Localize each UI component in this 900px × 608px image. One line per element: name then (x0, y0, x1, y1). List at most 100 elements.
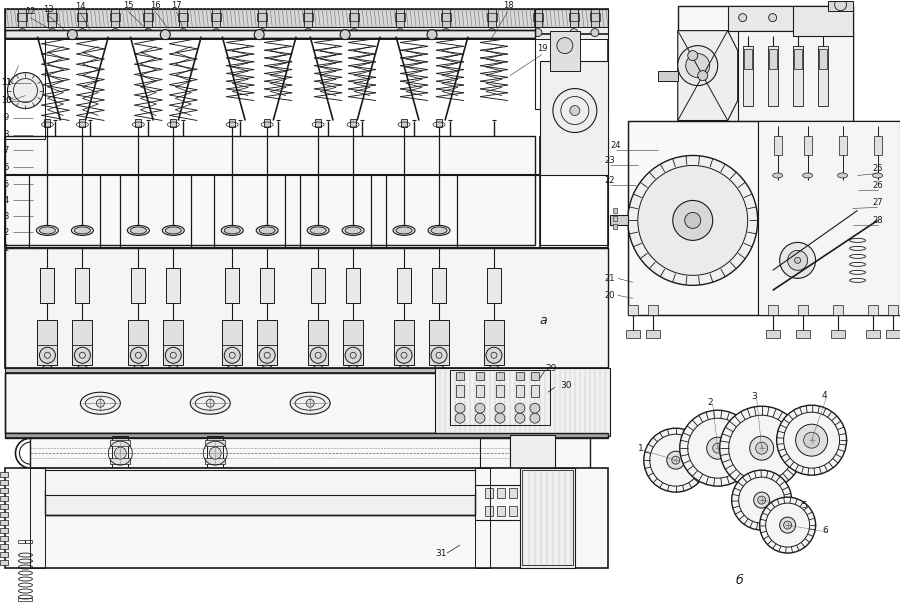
Ellipse shape (42, 365, 52, 371)
Bar (496, 372, 504, 380)
Bar (346, 268, 360, 303)
Circle shape (798, 13, 806, 22)
Bar (794, 49, 802, 69)
Circle shape (455, 413, 465, 423)
Circle shape (678, 46, 717, 86)
Bar (179, 9, 187, 27)
Ellipse shape (396, 227, 412, 234)
Ellipse shape (256, 226, 278, 235)
Bar (648, 305, 658, 316)
Bar (516, 372, 524, 380)
Circle shape (130, 347, 147, 363)
Bar (535, 9, 608, 109)
Bar (111, 440, 130, 446)
Text: 4: 4 (822, 391, 827, 399)
Bar (78, 9, 86, 27)
Circle shape (396, 29, 404, 36)
Bar (5, 136, 535, 246)
Bar (5, 39, 45, 139)
Circle shape (515, 403, 525, 413)
Bar (225, 268, 239, 303)
Circle shape (206, 399, 214, 407)
Circle shape (804, 432, 820, 448)
Circle shape (259, 347, 275, 363)
Bar (5, 27, 608, 39)
Ellipse shape (133, 365, 143, 371)
Bar (797, 305, 807, 316)
Bar (486, 370, 494, 382)
Bar (804, 136, 812, 156)
Bar (520, 468, 575, 568)
Bar (678, 30, 852, 120)
Bar (222, 320, 242, 365)
Bar (738, 30, 852, 120)
Circle shape (680, 410, 756, 486)
Bar (45, 470, 475, 495)
Bar (485, 368, 495, 373)
Bar (135, 119, 141, 126)
Bar (77, 13, 87, 21)
Circle shape (570, 29, 578, 36)
Bar (488, 9, 496, 27)
Text: 6: 6 (4, 163, 9, 172)
Text: 2: 2 (4, 228, 9, 237)
Bar (205, 368, 215, 373)
Bar (5, 468, 608, 568)
Bar (533, 13, 543, 21)
Ellipse shape (428, 226, 450, 235)
Circle shape (254, 30, 265, 40)
Ellipse shape (127, 226, 149, 235)
Circle shape (698, 71, 707, 81)
Text: 20: 20 (605, 291, 615, 300)
Bar (1, 496, 8, 501)
Text: 2: 2 (707, 398, 714, 407)
Bar (5, 9, 608, 368)
Bar (436, 370, 444, 382)
Bar (1, 472, 8, 477)
Circle shape (685, 212, 701, 229)
Bar (19, 540, 32, 543)
Bar (480, 438, 510, 468)
Circle shape (442, 29, 450, 36)
Bar (205, 458, 225, 464)
Bar (144, 9, 152, 27)
Circle shape (114, 447, 126, 459)
Bar (258, 9, 266, 27)
Bar (397, 268, 411, 303)
Text: 14: 14 (75, 2, 86, 11)
Bar (646, 330, 660, 338)
Bar (350, 9, 358, 27)
Bar (106, 370, 114, 382)
Bar (48, 13, 58, 21)
Circle shape (530, 403, 540, 413)
Text: а: а (540, 314, 547, 327)
Circle shape (553, 89, 597, 133)
Circle shape (306, 399, 314, 407)
Circle shape (788, 250, 807, 271)
Bar (45, 490, 475, 515)
Bar (38, 320, 58, 365)
Bar (303, 13, 313, 21)
Ellipse shape (166, 227, 181, 234)
Ellipse shape (307, 226, 329, 235)
Circle shape (166, 347, 181, 363)
Circle shape (350, 29, 358, 36)
Bar (510, 435, 555, 473)
Circle shape (638, 165, 748, 275)
Bar (105, 368, 115, 373)
Bar (628, 305, 638, 316)
Circle shape (530, 413, 540, 423)
Bar (476, 372, 484, 380)
Bar (678, 5, 852, 120)
Bar (590, 13, 599, 21)
Ellipse shape (434, 365, 444, 371)
Bar (886, 330, 899, 338)
Bar (534, 9, 542, 27)
Bar (305, 368, 315, 373)
Bar (522, 470, 573, 565)
Circle shape (488, 29, 496, 36)
Bar (743, 49, 752, 69)
Bar (40, 268, 54, 303)
Bar (485, 506, 493, 516)
Bar (435, 368, 445, 373)
